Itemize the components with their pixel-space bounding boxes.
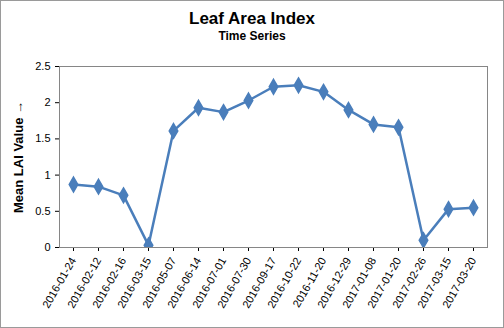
svg-text:2017-03-15: 2017-03-15 bbox=[414, 255, 454, 310]
svg-text:1: 1 bbox=[44, 169, 50, 181]
svg-text:2.5: 2.5 bbox=[35, 60, 50, 72]
svg-text:2016-10-22: 2016-10-22 bbox=[264, 255, 304, 310]
svg-text:2016-03-15: 2016-03-15 bbox=[114, 255, 154, 310]
svg-text:2016-09-17: 2016-09-17 bbox=[239, 255, 279, 310]
svg-text:2017-02-26: 2017-02-26 bbox=[389, 255, 429, 310]
svg-text:2016-07-01: 2016-07-01 bbox=[189, 255, 229, 310]
svg-text:2017-01-08: 2017-01-08 bbox=[339, 255, 379, 310]
svg-text:2: 2 bbox=[44, 96, 50, 108]
svg-text:0: 0 bbox=[44, 241, 50, 253]
svg-text:2016-07-30: 2016-07-30 bbox=[214, 255, 254, 310]
svg-text:2016-06-14: 2016-06-14 bbox=[164, 255, 204, 310]
html-text:Time Series: Time Series bbox=[218, 29, 286, 43]
svg-text:Mean LAI Value →: Mean LAI Value → bbox=[11, 101, 26, 213]
svg-text:2016-02-16: 2016-02-16 bbox=[89, 255, 129, 310]
svg-text:1.5: 1.5 bbox=[35, 132, 50, 144]
html-text:Leaf Area Index: Leaf Area Index bbox=[189, 9, 315, 28]
svg-text:2016-01-24: 2016-01-24 bbox=[39, 255, 79, 310]
svg-text:2016-11-20: 2016-11-20 bbox=[290, 255, 329, 310]
svg-text:2016-05-07: 2016-05-07 bbox=[139, 255, 179, 310]
svg-text:2017-03-20: 2017-03-20 bbox=[440, 255, 479, 310]
svg-text:2016-02-12: 2016-02-12 bbox=[64, 255, 104, 310]
svg-text:2017-01-20: 2017-01-20 bbox=[364, 255, 404, 310]
svg-text:0.5: 0.5 bbox=[35, 205, 50, 217]
svg-text:2016-12-29: 2016-12-29 bbox=[314, 255, 354, 310]
